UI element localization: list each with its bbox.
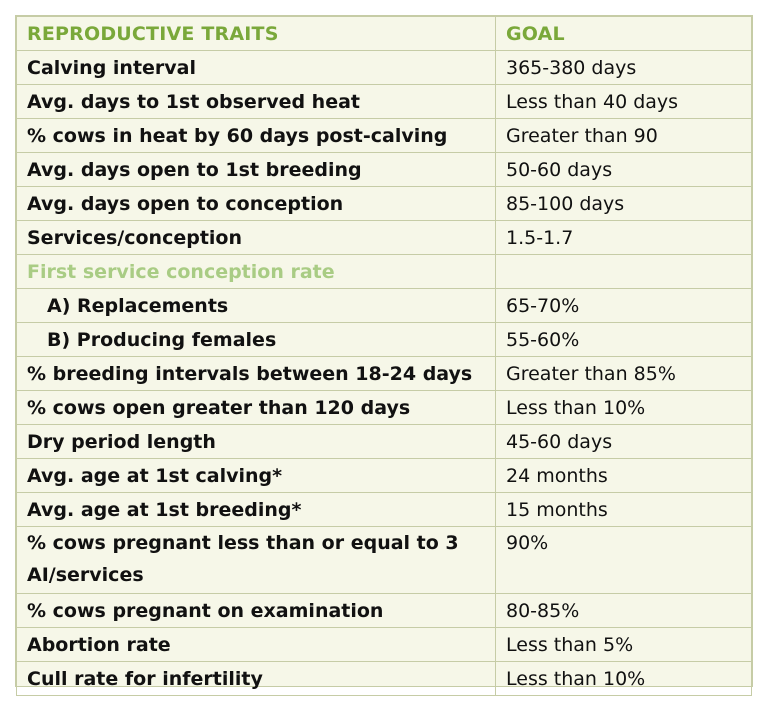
trait-cell: % breeding intervals between 18-24 days <box>16 356 496 391</box>
goal-cell: 65-70% <box>495 288 752 323</box>
trait-cell: Dry period length <box>16 424 496 459</box>
trait-cell: Services/conception <box>16 220 496 255</box>
table-row: Avg. days open to conception 85-100 days <box>16 186 752 221</box>
reproductive-goals-table: REPRODUCTIVE TRAITS GOAL Calving interva… <box>16 16 752 696</box>
goal-cell: Greater than 85% <box>495 356 752 391</box>
table-row: % cows open greater than 120 days Less t… <box>16 390 752 425</box>
table-row: % cows pregnant on examination 80-85% <box>16 593 752 628</box>
trait-cell: Calving interval <box>16 50 496 85</box>
trait-cell: Avg. days to 1st observed heat <box>16 84 496 119</box>
goal-cell: 365-380 days <box>495 50 752 85</box>
goal-cell: 90% <box>495 526 752 594</box>
header-goal: GOAL <box>495 16 752 51</box>
trait-cell: Avg. age at 1st calving* <box>16 458 496 493</box>
table-row: % cows in heat by 60 days post-calving G… <box>16 118 752 153</box>
table-row: Calving interval 365-380 days <box>16 50 752 85</box>
goal-cell: 24 months <box>495 458 752 493</box>
table-row: Services/conception 1.5-1.7 <box>16 220 752 255</box>
trait-cell: % cows in heat by 60 days post-calving <box>16 118 496 153</box>
table-row: A) Replacements 65-70% <box>16 288 752 323</box>
table-row: % breeding intervals between 18-24 days … <box>16 356 752 391</box>
trait-subitem-cell: A) Replacements <box>16 288 496 323</box>
goal-cell: 50-60 days <box>495 152 752 187</box>
goal-cell: 15 months <box>495 492 752 527</box>
table-row: Abortion rate Less than 5% <box>16 627 752 662</box>
table-row: Cull rate for infertility Less than 10% <box>16 661 752 696</box>
trait-cell: Abortion rate <box>16 627 496 662</box>
reproductive-goals-table-container: REPRODUCTIVE TRAITS GOAL Calving interva… <box>15 15 753 696</box>
table-row: Avg. days to 1st observed heat Less than… <box>16 84 752 119</box>
goal-cell: 80-85% <box>495 593 752 628</box>
goal-cell: 55-60% <box>495 322 752 357</box>
trait-cell: % cows pregnant on examination <box>16 593 496 628</box>
section-heading-cell: First service conception rate <box>16 254 496 289</box>
table-header-row: REPRODUCTIVE TRAITS GOAL <box>16 16 752 51</box>
goal-cell: Greater than 90 <box>495 118 752 153</box>
goal-cell: 85-100 days <box>495 186 752 221</box>
trait-cell: Avg. age at 1st breeding* <box>16 492 496 527</box>
trait-subitem-cell: B) Producing females <box>16 322 496 357</box>
table-section-row: First service conception rate <box>16 254 752 289</box>
trait-cell: % cows pregnant less than or equal to 3 … <box>16 526 496 594</box>
trait-cell: Avg. days open to conception <box>16 186 496 221</box>
trait-cell: Cull rate for infertility <box>16 661 496 696</box>
trait-cell: % cows open greater than 120 days <box>16 390 496 425</box>
table-row: Avg. days open to 1st breeding 50-60 day… <box>16 152 752 187</box>
header-reproductive-traits: REPRODUCTIVE TRAITS <box>16 16 496 51</box>
table-row: Avg. age at 1st calving* 24 months <box>16 458 752 493</box>
trait-cell: Avg. days open to 1st breeding <box>16 152 496 187</box>
goal-cell: 45-60 days <box>495 424 752 459</box>
table-row: % cows pregnant less than or equal to 3 … <box>16 526 752 594</box>
table-row: Avg. age at 1st breeding* 15 months <box>16 492 752 527</box>
goal-cell <box>495 254 752 289</box>
goal-cell: Less than 10% <box>495 661 752 696</box>
table-row: Dry period length 45-60 days <box>16 424 752 459</box>
goal-cell: 1.5-1.7 <box>495 220 752 255</box>
goal-cell: Less than 40 days <box>495 84 752 119</box>
goal-cell: Less than 5% <box>495 627 752 662</box>
goal-cell: Less than 10% <box>495 390 752 425</box>
table-row: B) Producing females 55-60% <box>16 322 752 357</box>
